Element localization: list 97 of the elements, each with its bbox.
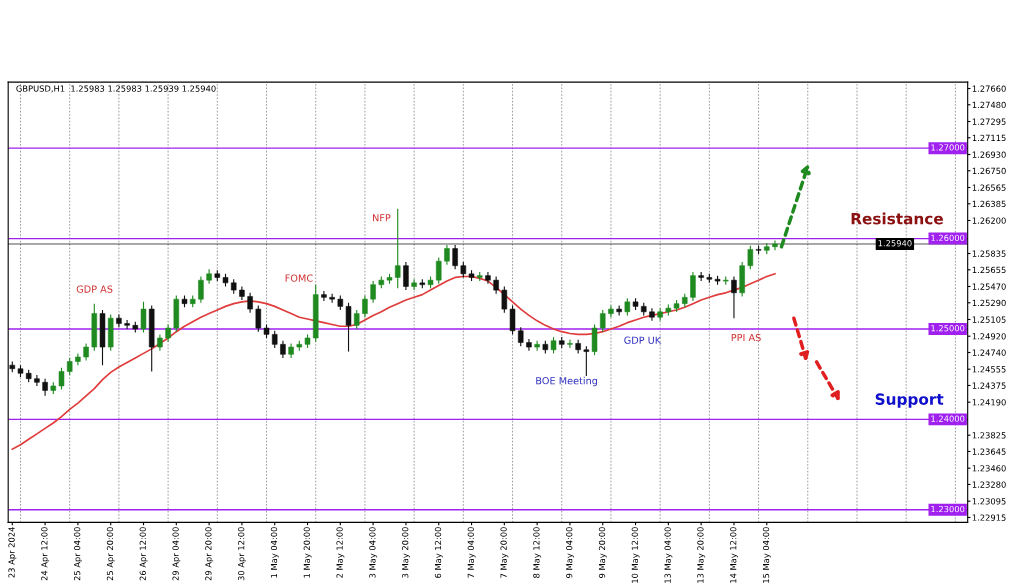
candlestick: [591, 323, 598, 356]
candlestick: [600, 309, 606, 333]
y-tick-label: 1.23280: [972, 481, 1006, 488]
candlestick: [140, 301, 147, 334]
chart-title: GBPUSD,H1 1.25983 1.25983 1.25939 1.25940: [16, 85, 216, 93]
candlestick: [526, 338, 532, 352]
y-tick-label: 1.24555: [972, 366, 1006, 373]
candlestick: [731, 275, 737, 319]
x-tick-label: 1 May 04:00: [270, 527, 279, 578]
candlestick: [403, 261, 409, 291]
candlestick: [394, 208, 401, 289]
x-tick-label: 25 Apr 20:00: [106, 527, 115, 581]
y-tick-label: 1.24375: [972, 382, 1006, 389]
candlestick: [34, 374, 40, 387]
ref-line-label: 1.25940: [878, 240, 912, 247]
y-tick-label: 1.26930: [972, 151, 1006, 158]
x-tick-label: 10 May 12:00: [631, 527, 640, 583]
x-tick-label: 7 May 04:00: [467, 527, 476, 578]
candlestick: [567, 339, 573, 349]
y-tick-label: 1.27115: [972, 134, 1006, 142]
candlestick: [321, 290, 327, 302]
annotation: FOMC: [285, 274, 313, 282]
y-tick-label: 1.24190: [972, 399, 1006, 406]
candlestick: [690, 271, 696, 302]
x-tick-label: 23 Apr 2024: [8, 527, 17, 578]
x-tick-label: 29 Apr 04:00: [172, 527, 181, 581]
y-tick-label: 1.23825: [972, 432, 1006, 439]
y-tick-label: 1.27660: [972, 85, 1006, 92]
y-tick-label: 1.23645: [972, 448, 1006, 455]
x-tick-label: 9 May 04:00: [566, 527, 574, 578]
annotation: GDP UK: [624, 336, 662, 344]
y-tick-label: 1.25655: [972, 266, 1006, 274]
ref-line-label: 1.27000: [931, 144, 965, 151]
candlestick: [435, 257, 442, 285]
y-tick-label: 1.23460: [972, 465, 1006, 472]
candlestick: [75, 352, 81, 366]
y-tick-label: 1.27480: [972, 101, 1006, 109]
x-tick-label: 13 May 04:00: [664, 527, 673, 583]
y-tick-label: 1.25105: [972, 316, 1006, 323]
x-tick-label: 30 Apr 12:00: [238, 527, 246, 581]
candlestick: [198, 275, 204, 304]
candlestick: [772, 239, 778, 251]
candlestick: [616, 304, 622, 316]
x-tick-label: 15 May 04:00: [762, 527, 771, 583]
ref-line-label: 1.25000: [931, 325, 965, 332]
ref-line-label: 1.23000: [931, 505, 965, 513]
y-tick-label: 1.25290: [972, 299, 1006, 307]
y-tick-label: 1.26385: [972, 200, 1006, 208]
candlestick: [329, 293, 335, 304]
candlestick: [583, 345, 590, 377]
y-tick-label: 1.22915: [972, 514, 1006, 521]
ref-line-label: 1.24000: [931, 415, 965, 422]
x-tick-label: 2 May 12:00: [336, 527, 345, 578]
y-tick-label: 1.26200: [972, 217, 1006, 224]
y-tick-label: 1.26750: [972, 167, 1006, 175]
x-tick-label: 3 May 20:00: [402, 527, 410, 578]
candlestick: [534, 340, 540, 352]
x-tick-label: 25 Apr 04:00: [74, 527, 82, 581]
x-tick-label: 13 May 20:00: [697, 527, 706, 583]
candlestick: [509, 304, 516, 335]
y-tick-label: 1.23095: [972, 498, 1006, 505]
x-tick-label: 29 Apr 20:00: [205, 527, 214, 581]
y-tick-label: 1.27295: [972, 118, 1006, 125]
x-tick-label: 3 May 04:00: [369, 527, 378, 578]
x-tick-label: 14 May 12:00: [730, 527, 738, 583]
candlestick: [747, 245, 754, 270]
x-tick-label: 1 May 20:00: [303, 527, 312, 578]
candlestick: [444, 244, 450, 266]
candlestick: [518, 326, 524, 347]
annotation: PPI AS: [731, 333, 761, 342]
candlestick: [345, 302, 352, 353]
y-tick-label: 1.24920: [972, 333, 1006, 340]
candlestick: [353, 309, 360, 330]
annotation: BOE Meeting: [536, 376, 598, 387]
annotation: Support: [875, 393, 944, 408]
y-tick-label: 1.25835: [972, 250, 1006, 257]
candlestick: [255, 304, 262, 333]
candlestick: [485, 271, 491, 285]
x-tick-label: 8 May 12:00: [533, 527, 542, 578]
x-tick-label: 7 May 20:00: [500, 527, 509, 578]
ref-line-label: 1.26000: [931, 234, 965, 241]
x-tick-label: 6 May 12:00: [434, 527, 443, 578]
x-tick-label: 24 Apr 12:00: [41, 527, 50, 581]
candlestick: [247, 292, 253, 314]
candlestick: [124, 319, 130, 330]
candlestick: [452, 244, 458, 270]
annotation: Resistance: [851, 212, 943, 225]
y-tick-label: 1.26565: [972, 184, 1006, 191]
candlestick: [501, 285, 508, 314]
candlestick: [370, 280, 376, 304]
y-tick-label: 1.25470: [972, 283, 1006, 290]
candlestick: [58, 367, 65, 391]
annotation: NFP: [373, 214, 391, 222]
annotation: GDP AS: [76, 285, 113, 293]
x-tick-label: 26 Apr 12:00: [139, 527, 148, 581]
x-tick-label: 9 May 20:00: [598, 527, 607, 578]
y-tick-label: 1.24740: [972, 349, 1006, 356]
